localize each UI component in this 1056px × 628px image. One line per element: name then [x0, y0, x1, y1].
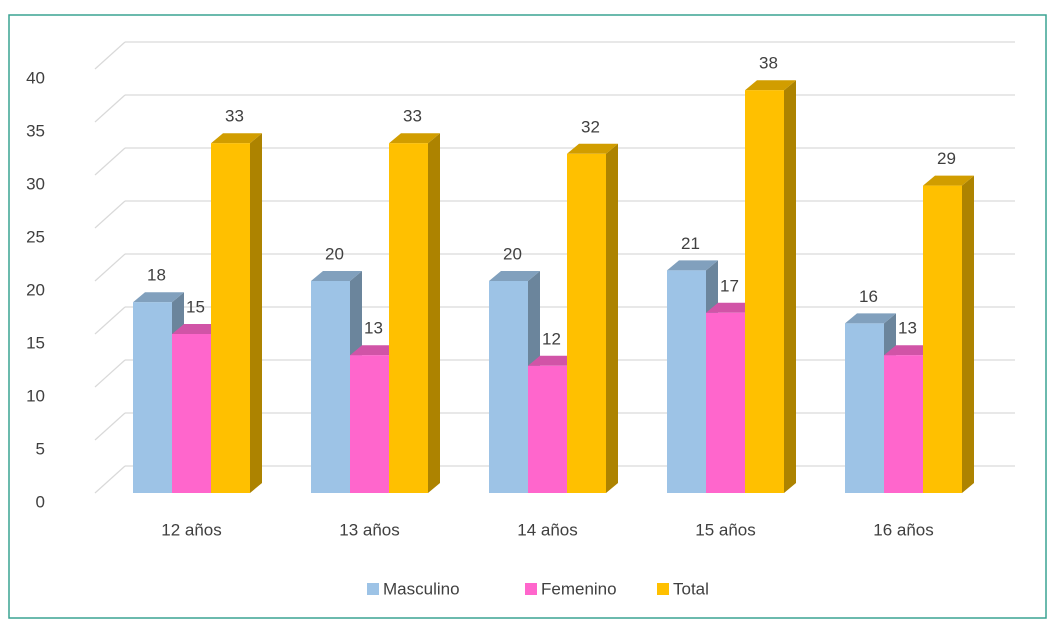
bar-side [962, 175, 974, 493]
legend-label: Total [673, 579, 709, 598]
grid-line-depth [94, 94, 126, 123]
bar [350, 355, 389, 493]
bar [489, 281, 528, 493]
x-tick-label: 15 años [695, 520, 756, 539]
bar [923, 185, 962, 493]
data-label: 18 [147, 266, 166, 285]
bar-top [667, 260, 718, 271]
data-label: 21 [681, 234, 700, 253]
grid-line-depth [94, 465, 126, 494]
data-label: 29 [937, 149, 956, 168]
bar-top [528, 355, 579, 366]
data-label: 33 [225, 107, 244, 126]
legend-label: Masculino [383, 579, 460, 598]
bar-top [745, 80, 796, 91]
data-label: 16 [859, 287, 878, 306]
y-tick-label: 40 [26, 68, 45, 87]
data-label: 20 [325, 244, 344, 263]
bar-top [884, 345, 935, 356]
bar [389, 143, 428, 493]
bar [211, 143, 250, 493]
bar-top [211, 133, 262, 144]
data-label: 13 [364, 319, 383, 338]
bar [706, 312, 745, 493]
bar [745, 90, 784, 493]
bar-side [250, 133, 262, 493]
grid-line-depth [94, 412, 126, 441]
data-label: 15 [186, 297, 205, 316]
data-label: 32 [581, 117, 600, 136]
bar [311, 281, 350, 493]
bar-top [845, 313, 896, 324]
bar [567, 153, 606, 494]
bar-top [567, 143, 618, 154]
legend-label: Femenino [541, 579, 617, 598]
data-label: 13 [898, 319, 917, 338]
bar-top [389, 133, 440, 144]
grid-line-depth [94, 200, 126, 229]
bar [845, 323, 884, 493]
legend-swatch [657, 583, 669, 595]
x-tick-label: 13 años [339, 520, 400, 539]
bar-top [311, 271, 362, 281]
bar-side [784, 80, 796, 493]
y-tick-label: 0 [36, 492, 45, 511]
x-tick-label: 14 años [517, 520, 578, 539]
data-label: 12 [542, 329, 561, 348]
bar-top [133, 292, 184, 303]
y-tick-label: 5 [36, 439, 45, 458]
bar [528, 365, 567, 493]
bar-side [606, 143, 618, 494]
y-tick-label: 15 [26, 333, 45, 352]
grid-line-depth [94, 147, 126, 176]
bar [884, 355, 923, 493]
bar-top [706, 302, 757, 313]
y-tick-label: 10 [26, 386, 45, 405]
data-label: 33 [403, 107, 422, 126]
data-label: 20 [503, 244, 522, 263]
y-tick-label: 30 [26, 174, 45, 193]
grid-line-depth [94, 41, 126, 70]
y-tick-label: 20 [26, 280, 45, 299]
bar [172, 334, 211, 493]
bar-top [350, 345, 401, 356]
legend-swatch [525, 583, 537, 595]
grid-line-depth [94, 359, 126, 388]
legend-swatch [367, 583, 379, 595]
y-tick-label: 25 [26, 227, 45, 246]
bar-top [923, 175, 974, 186]
bar-side [428, 133, 440, 493]
bar-top [489, 271, 540, 281]
x-tick-label: 12 años [161, 520, 222, 539]
grid-line-depth [94, 306, 126, 335]
grid-line-depth [94, 253, 126, 282]
data-label: 17 [720, 276, 739, 295]
data-label: 38 [759, 54, 778, 73]
bar [133, 302, 172, 493]
bar [667, 270, 706, 493]
bar-top [172, 324, 223, 334]
y-tick-label: 35 [26, 121, 45, 140]
x-tick-label: 16 años [873, 520, 934, 539]
